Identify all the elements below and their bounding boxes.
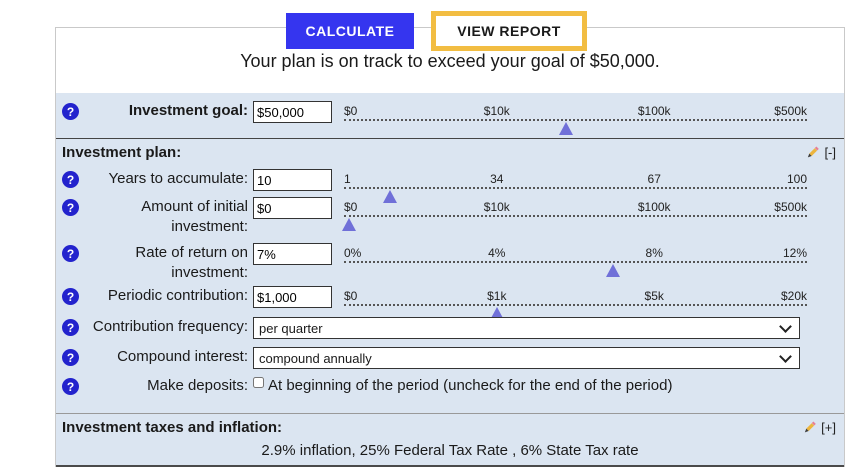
slider-tick-label: $100k	[637, 200, 671, 214]
periodic-contribution-row: ? Periodic contribution: $0 $1k $5k $20k	[56, 283, 844, 320]
initial-investment-input[interactable]	[253, 197, 332, 219]
make-deposits-row: ? Make deposits: At beginning of the per…	[56, 373, 844, 400]
years-input[interactable]	[253, 169, 332, 191]
contribution-frequency-select[interactable]: per quarter	[253, 317, 800, 339]
initial-investment-slider[interactable]: $0 $10k $100k $500k	[341, 197, 807, 231]
slider-marker[interactable]	[383, 190, 398, 203]
make-deposits-checkbox[interactable]	[253, 377, 264, 388]
slider-tick-label: $500k	[774, 200, 807, 214]
contribution-frequency-row: ? Contribution frequency: per quarter	[56, 313, 844, 343]
help-icon[interactable]: ?	[62, 103, 79, 120]
help-icon[interactable]: ?	[62, 245, 79, 262]
slider-marker[interactable]	[605, 264, 620, 277]
view-report-button[interactable]: VIEW REPORT	[431, 11, 587, 51]
help-icon[interactable]: ?	[62, 378, 79, 395]
investment-goal-row: ? Investment goal: $0 $10k $100k $500k	[56, 93, 844, 138]
taxes-inflation-title: Investment taxes and inflation:	[62, 419, 283, 436]
chevron-down-icon	[779, 350, 792, 363]
investment-goal-slider[interactable]: $0 $10k $100k $500k	[344, 101, 807, 135]
periodic-contribution-label: Periodic contribution:	[107, 287, 248, 304]
compound-interest-row: ? Compound interest: compound annually	[56, 343, 844, 373]
chevron-down-icon	[779, 320, 792, 333]
slider-tick-label: $0	[344, 200, 358, 214]
slider-tick-label: $1k	[487, 289, 507, 303]
rate-of-return-input[interactable]	[253, 243, 332, 265]
years-row: ? Years to accumulate: 1 34 67 100	[56, 165, 844, 203]
make-deposits-text: At beginning of the period (uncheck for …	[268, 377, 673, 394]
slider-tick-label: 34	[490, 172, 504, 186]
calculate-button[interactable]: CALCULATE	[286, 13, 414, 49]
compound-interest-label: Compound interest:	[117, 348, 248, 365]
slider-tick-label: $100k	[637, 104, 671, 118]
investment-plan-title: Investment plan:	[62, 144, 182, 161]
compound-interest-select[interactable]: compound annually	[253, 347, 800, 369]
rate-of-return-row: ? Rate of return on investment: 0% 4% 8% 12…	[56, 238, 844, 283]
investment-goal-label: Investment goal:	[128, 102, 248, 119]
years-label: Years to accumulate:	[108, 170, 248, 187]
help-icon[interactable]: ?	[62, 349, 79, 366]
slider-tick-label: 67	[647, 172, 661, 186]
rate-of-return-label: Rate of return on investment:	[135, 244, 248, 281]
slider-tick-label: 12%	[782, 246, 807, 260]
slider-tick-label: $0	[344, 104, 358, 118]
rate-of-return-slider[interactable]: 0% 4% 8% 12%	[344, 243, 807, 277]
help-icon[interactable]: ?	[62, 171, 79, 188]
slider-tick-label: 4%	[488, 246, 506, 260]
edit-pencil-icon[interactable]	[802, 420, 817, 435]
slider-tick-label: $20k	[780, 289, 807, 303]
collapse-toggle[interactable]: [-]	[824, 145, 836, 160]
help-icon[interactable]: ?	[62, 199, 79, 216]
periodic-contribution-input[interactable]	[253, 286, 332, 308]
slider-tick-label: 1	[344, 172, 351, 186]
slider-marker[interactable]	[559, 122, 574, 135]
expand-toggle[interactable]: [+]	[821, 420, 836, 435]
periodic-contribution-slider[interactable]: $0 $1k $5k $20k	[344, 286, 807, 320]
calculator-card: CALCULATE VIEW REPORT Your plan is on tr…	[55, 11, 845, 467]
slider-tick-label: 100	[786, 172, 807, 186]
make-deposits-label: Make deposits:	[147, 377, 248, 394]
slider-marker[interactable]	[489, 307, 504, 320]
calculator-body: ? Investment goal: $0 $10k $100k $500k Inve…	[56, 93, 844, 467]
slider-tick-label: $5k	[644, 289, 664, 303]
taxes-summary: 2.9% inflation, 25% Federal Tax Rate , 6…	[261, 442, 639, 459]
investment-plan-header: Investment plan: [-]	[56, 138, 844, 165]
years-slider[interactable]: 1 34 67 100	[344, 169, 807, 203]
slider-tick-label: 0%	[344, 246, 362, 260]
edit-pencil-icon[interactable]	[805, 145, 820, 160]
initial-investment-row: ? Amount of initial investment: $0 $10k $1…	[56, 194, 844, 238]
slider-tick-label: $10k	[483, 104, 510, 118]
help-icon[interactable]: ?	[62, 288, 79, 305]
contribution-frequency-value: per quarter	[259, 321, 323, 336]
compound-interest-value: compound annually	[259, 351, 372, 366]
help-icon[interactable]: ?	[62, 319, 79, 336]
initial-investment-label: Amount of initial investment:	[141, 198, 248, 235]
section-spacer	[56, 400, 844, 413]
contribution-frequency-label: Contribution frequency:	[92, 318, 248, 335]
slider-tick-label: $10k	[483, 200, 510, 214]
investment-goal-input[interactable]	[253, 101, 332, 123]
taxes-inflation-header: Investment taxes and inflation: [+]	[56, 413, 844, 440]
slider-tick-label: 8%	[645, 246, 663, 260]
slider-tick-label: $0	[344, 289, 358, 303]
slider-tick-label: $500k	[774, 104, 807, 118]
slider-marker[interactable]	[341, 218, 356, 231]
